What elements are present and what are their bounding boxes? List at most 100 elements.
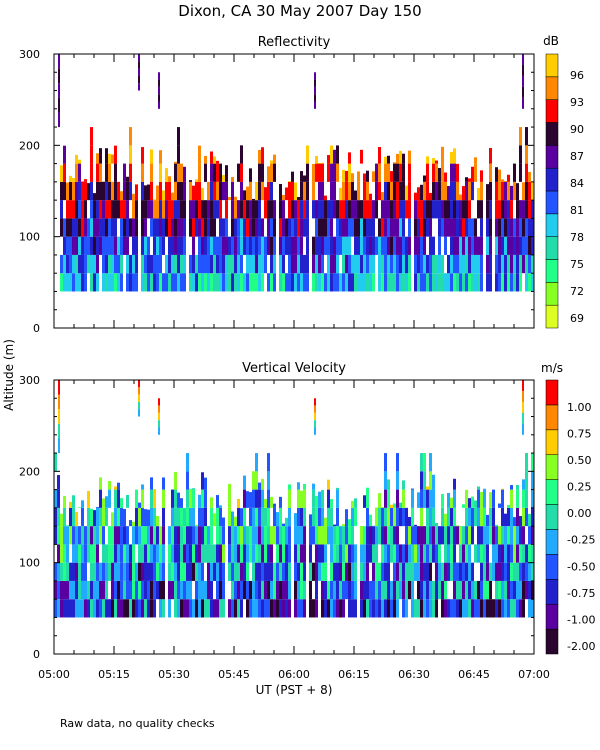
heatmap-cell <box>453 200 456 219</box>
colorbar-swatch <box>545 53 559 78</box>
heatmap-cell <box>93 254 96 274</box>
colorbar-label: -0.25 <box>567 534 595 547</box>
heatmap-cell <box>132 526 135 545</box>
heatmap-cell <box>507 273 510 292</box>
heatmap-cell <box>417 544 420 563</box>
heatmap-cell <box>270 599 273 618</box>
heatmap-cell <box>258 562 261 581</box>
heatmap-cell <box>93 200 96 219</box>
heatmap-cell <box>261 562 264 581</box>
heatmap-cell <box>453 273 456 292</box>
heatmap-cell <box>111 236 114 255</box>
heatmap-cell <box>84 254 87 274</box>
heatmap-cell <box>66 182 69 201</box>
heatmap-cell <box>372 254 375 274</box>
heatmap-cell <box>525 544 528 563</box>
heatmap-cell <box>381 273 384 292</box>
heatmap-cell <box>108 236 111 255</box>
heatmap-cell <box>279 562 282 581</box>
heatmap-cell <box>435 580 438 600</box>
heatmap-cell <box>462 186 465 201</box>
heatmap-cell <box>267 471 270 490</box>
isolated-echo <box>138 61 140 69</box>
heatmap-cell <box>198 544 201 563</box>
heatmap-cell <box>273 503 276 508</box>
x-tick-label: 07:00 <box>518 668 550 681</box>
heatmap-cell <box>114 273 117 292</box>
heatmap-cell <box>360 254 363 274</box>
heatmap-cell <box>501 526 504 545</box>
heatmap-cell <box>336 526 339 545</box>
heatmap-cell <box>465 254 468 274</box>
heatmap-cell <box>327 273 330 292</box>
heatmap-cell <box>258 482 261 490</box>
heatmap-cell <box>372 599 375 618</box>
heatmap-cell <box>420 489 423 508</box>
heatmap-cell <box>264 187 267 201</box>
colorbar-swatch <box>545 99 559 123</box>
heatmap-cell <box>366 200 369 219</box>
heatmap-cell <box>366 218 369 237</box>
colorbar-label: -1.00 <box>567 613 595 626</box>
heatmap-cell <box>255 489 258 508</box>
heatmap-cell <box>498 181 501 201</box>
heatmap-cell <box>492 599 495 618</box>
heatmap-cell <box>435 273 438 292</box>
heatmap-cell <box>192 489 195 508</box>
heatmap-cell <box>333 181 336 201</box>
heatmap-cell <box>156 562 159 581</box>
heatmap-cell <box>456 580 459 600</box>
heatmap-cell <box>126 181 129 201</box>
heatmap-cell <box>351 218 354 237</box>
heatmap-cell <box>60 513 63 527</box>
heatmap-cell <box>444 181 447 201</box>
heatmap-cell <box>114 181 117 201</box>
heatmap-cell <box>75 599 78 618</box>
heatmap-cell <box>135 218 138 237</box>
heatmap-cell <box>108 489 111 508</box>
heatmap-cell <box>231 181 234 201</box>
heatmap-cell <box>519 580 522 600</box>
heatmap-cell <box>522 236 525 255</box>
heatmap-cell <box>327 200 330 219</box>
heatmap-cell <box>465 562 468 581</box>
heatmap-cell <box>252 471 255 490</box>
heatmap-cell <box>273 273 276 292</box>
heatmap-cell <box>522 580 525 600</box>
heatmap-cell <box>378 181 381 201</box>
heatmap-cell <box>90 181 93 201</box>
heatmap-cell <box>174 200 177 219</box>
heatmap-cell <box>96 218 99 237</box>
heatmap-cell <box>453 544 456 563</box>
heatmap-cell <box>243 218 246 237</box>
heatmap-cell <box>510 580 513 600</box>
heatmap-cell <box>369 273 372 292</box>
heatmap-cell <box>474 580 477 600</box>
heatmap-cell <box>402 507 405 527</box>
heatmap-cell <box>78 159 81 164</box>
heatmap-cell <box>69 200 72 219</box>
isolated-echo <box>314 398 316 406</box>
heatmap-cell <box>240 236 243 255</box>
isolated-echo <box>158 72 160 80</box>
heatmap-cell <box>498 526 501 545</box>
heatmap-cell <box>321 236 324 255</box>
heatmap-cell <box>129 218 132 237</box>
heatmap-cell <box>411 488 414 490</box>
heatmap-cell <box>75 273 78 292</box>
heatmap-cell <box>135 562 138 581</box>
heatmap-cell <box>498 544 501 563</box>
heatmap-cell <box>480 236 483 255</box>
heatmap-cell <box>381 599 384 618</box>
heatmap-cell <box>180 507 183 527</box>
heatmap-cell <box>156 544 159 563</box>
heatmap-cell <box>450 497 453 508</box>
heatmap-cell <box>339 580 342 600</box>
heatmap-cell <box>273 236 276 255</box>
heatmap-cell <box>477 507 480 527</box>
heatmap-cell <box>153 236 156 255</box>
heatmap-cell <box>405 580 408 600</box>
heatmap-cell <box>396 163 399 182</box>
heatmap-cell <box>129 580 132 600</box>
